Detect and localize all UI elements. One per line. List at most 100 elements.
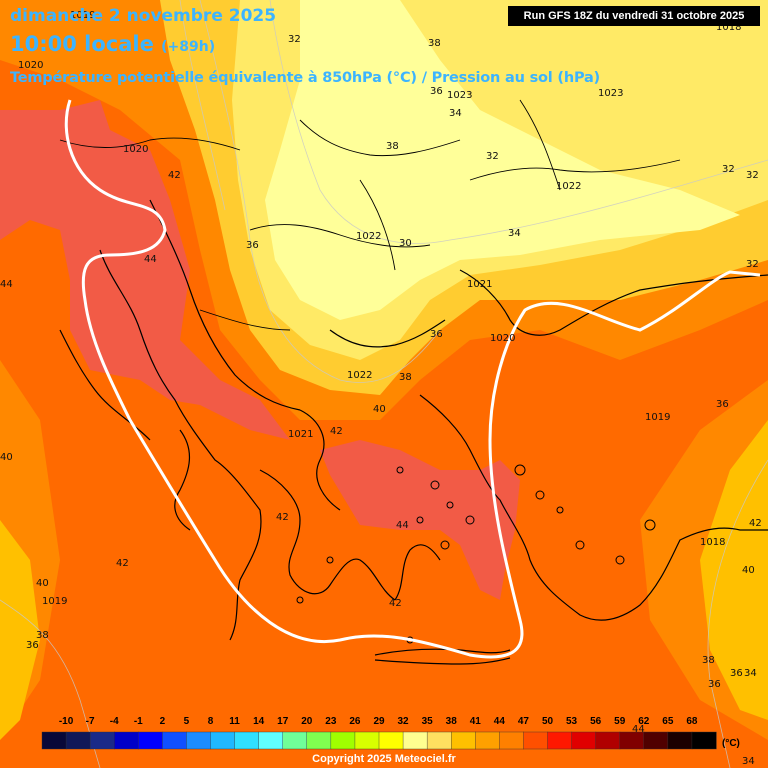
isobar-label: 1023 [447,90,472,101]
temp-label: 34 [508,228,521,239]
legend-swatch [282,731,308,750]
legend-tick-label: 17 [277,716,289,727]
isobar-label: 1019 [42,596,67,607]
isobar-label: 1021 [467,279,492,290]
temp-label: 32 [746,259,759,270]
temp-label: 32 [486,151,499,162]
map-subtitle: Température potentielle équivalente à 85… [10,70,600,86]
isobar-label: 1018 [716,22,741,33]
legend-color-bar [41,731,717,750]
temp-label: 40 [36,578,49,589]
legend-tick-label: -1 [134,716,143,727]
legend-swatch [186,731,212,750]
legend-swatch [475,731,500,750]
legend-tick-label: 2 [160,716,166,727]
isobar-label: 1018 [700,537,725,548]
zone-pale-yellow [265,0,740,320]
legend-swatch [619,731,645,750]
legend-swatch [306,731,332,750]
temp-label: 44 [632,724,645,735]
legend-tick-label: 23 [325,716,337,727]
isobar-label: 1022 [347,370,372,381]
isobars [64,99,761,659]
legend-tick-label: 65 [662,716,674,727]
forecast-lead-time: (+89h) [161,39,216,55]
legend-swatch [547,731,573,750]
temp-label: 36 [430,86,443,97]
legend-tick-label: -4 [110,716,119,727]
zone-red-south [320,440,520,600]
isobar-label: 1022 [556,181,581,192]
temp-label: 42 [389,598,402,609]
temp-label: 44 [396,520,409,531]
legend-tick-label: 50 [542,716,554,727]
legend-swatch [691,731,717,750]
temp-label: 30 [399,238,412,249]
temp-label: 32 [722,164,735,175]
temp-label: 44 [0,279,13,290]
isobar-label: 1023 [598,88,623,99]
legend-tick-label: 26 [349,716,361,727]
legend-tick-label: 38 [446,716,458,727]
legend-tick-label: 41 [470,716,482,727]
temp-label: 40 [0,452,13,463]
forecast-date: dimanche 2 novembre 2025 [10,6,277,26]
temperature-labels: 32 38 36 34 38 32 32 32 42 36 30 34 44 4… [0,34,762,767]
legend-tick-label: 56 [590,716,602,727]
borders [59,99,681,331]
legend-swatch [234,731,260,750]
temp-label: 34 [449,108,462,119]
legend-tick-label: 8 [208,716,214,727]
temp-label: 42 [168,170,181,181]
temp-label: 36 [708,679,721,690]
legend-swatch [354,731,380,750]
legend-swatch [162,731,188,750]
legend-tick-label: 32 [398,716,410,727]
temp-label: 38 [399,372,412,383]
legend-tick-label: 53 [566,716,578,727]
isobar-label: 1020 [123,144,148,155]
legend-swatch [330,731,356,750]
temp-label: 34 [742,756,755,767]
legend-swatch [643,731,669,750]
temp-label: 40 [373,404,386,415]
legend-swatch [667,731,693,750]
temp-label: 42 [116,558,129,569]
legend-tick-label: -10 [59,716,74,727]
temp-label: 36 [246,240,259,251]
temp-label: 42 [276,512,289,523]
legend-swatch [138,731,163,750]
temp-label: 36 [716,399,729,410]
legend-swatch [426,731,452,750]
legend-tick-label: 68 [686,716,698,727]
legend-swatch [402,731,428,750]
legend-swatch [523,731,549,750]
legend-swatch [451,731,476,750]
temp-label: 34 [744,668,757,679]
legend-swatch [41,731,67,750]
temp-label: 36 [430,329,443,340]
isobar-labels: 1020 1019 1023 1023 1022 1022 1021 1020 … [18,10,741,607]
legend-tick-label: 20 [301,716,313,727]
temp-label: 40 [742,565,755,576]
forecast-time: 10:00 locale (+89h) [10,32,215,56]
legend-tick-label: 14 [253,716,265,727]
isobar-label: 1019 [645,412,670,423]
legend-swatch [595,731,621,750]
legend-swatch [65,731,91,750]
islands [296,464,656,644]
legend-tick-labels: -10 -7 -4 -1 2 5 8 11 14 17 20 23 26 29 32 35 38 41 44 47 50… [59,716,698,727]
temp-label: 36 [26,640,39,651]
legend-tick-label: 59 [614,716,626,727]
isobar-label: 1022 [356,231,381,242]
forecast-local-time: 10:00 locale [10,32,154,56]
temp-label: 32 [288,34,301,45]
temp-label: 44 [144,254,157,265]
legend-tick-label: 11 [229,716,240,727]
legend-tick-label: 62 [638,716,650,727]
legend-swatch [499,731,525,750]
temp-label: 32 [746,170,759,181]
run-info-badge: Run GFS 18Z du vendredi 31 octobre 2025 [508,6,760,26]
